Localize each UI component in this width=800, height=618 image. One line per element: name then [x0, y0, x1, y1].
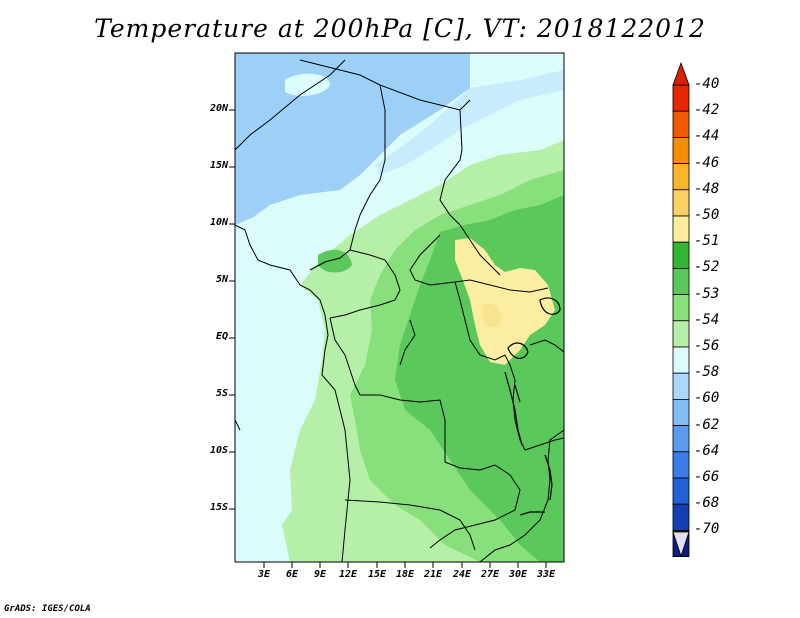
region-minus50: [455, 238, 555, 365]
colorbar-cell: [672, 372, 690, 400]
colorbar-label: -48: [694, 180, 720, 197]
region-minus56-streak: [375, 70, 564, 175]
colorbar-cell: [672, 84, 690, 112]
lon-label: 24E: [452, 569, 472, 580]
colorbar-cell: [672, 398, 690, 426]
colorbar-cell: [672, 241, 690, 269]
lon-label: 21E: [423, 569, 443, 580]
colorbar-cell: [672, 215, 690, 243]
colorbar-label: -60: [694, 390, 720, 407]
lakes: [504, 297, 561, 516]
colorbar-cell: [672, 163, 690, 191]
colorbar-label: -56: [694, 338, 720, 354]
lon-label: 27E: [480, 569, 500, 580]
colorbar-label: -58: [694, 364, 720, 381]
colorbar-label: -51: [694, 233, 720, 250]
colorbar-label: -44: [694, 128, 720, 145]
colorbar-label: -66: [694, 469, 720, 485]
colorbar-cell: [672, 110, 690, 138]
lon-label: 6E: [285, 569, 299, 580]
lon-label: 9E: [313, 569, 327, 580]
map-frame: [234, 52, 565, 563]
colorbar-cell: [672, 477, 690, 505]
colorbar-label: -70: [694, 521, 720, 538]
colorbar-cell: [672, 346, 690, 374]
colorbar-cell: [672, 320, 690, 348]
region-minus50-inner: [481, 303, 502, 328]
lat-label: 15S: [209, 502, 228, 513]
colorbar-label: -54: [694, 311, 720, 328]
axis-ticks: [229, 109, 547, 568]
colorbar-label: -53: [694, 285, 720, 302]
colorbar-label: -46: [694, 154, 720, 171]
colorbar-label: -42: [694, 102, 720, 119]
colorbar-label: -68: [694, 495, 720, 512]
grads-credit: GrADS: IGES/COLA: [4, 604, 91, 614]
lat-label: 20N: [209, 103, 228, 114]
colorbar-label: -64: [694, 442, 720, 459]
colorbar-label: -50: [694, 207, 720, 223]
colorbar-cell: [672, 189, 690, 217]
colorbar-label: -62: [694, 416, 720, 433]
lon-label: 18E: [395, 569, 415, 580]
region-minus56-blob1: [285, 73, 330, 96]
country-borders: [235, 59, 564, 562]
lon-label: 15E: [367, 569, 387, 580]
lon-label: 30E: [508, 569, 528, 580]
colorbar-label: -40: [694, 76, 720, 92]
colorbar-cell: [672, 451, 690, 479]
colorbar-label: -52: [694, 259, 720, 276]
lon-label: 12E: [338, 569, 358, 580]
colorbar-cell: [672, 267, 690, 295]
lat-label: 15N: [209, 160, 228, 171]
colorbar-top-arrow: [672, 61, 690, 86]
lat-label: 5N: [215, 274, 228, 285]
colorbar-cell: [672, 503, 690, 531]
colorbar-cell: [672, 136, 690, 164]
colorbar-bottom-arrow: [672, 531, 690, 558]
lon-label: 33E: [536, 569, 556, 580]
lat-label: 10N: [209, 217, 228, 228]
lon-label: 3E: [257, 569, 271, 580]
map-title: Temperature at 200hPa [C], VT: 201812201…: [94, 14, 706, 43]
colorbar-cell: [672, 425, 690, 453]
colorbar-cell: [672, 294, 690, 322]
lat-label: EQ: [215, 331, 228, 342]
lat-label: 5S: [215, 388, 228, 399]
region-minus56: [235, 53, 470, 225]
lat-label: 10S: [209, 445, 228, 456]
